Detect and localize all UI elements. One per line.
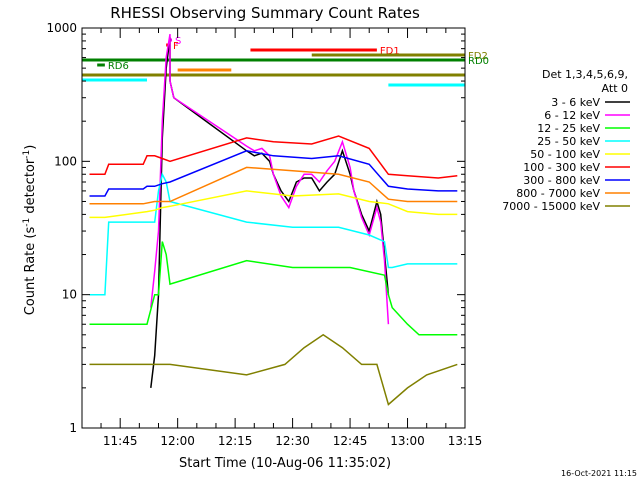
x-tick-label: 13:00 — [390, 434, 425, 448]
plot-background — [82, 28, 465, 428]
x-tick-label: 13:15 — [448, 434, 483, 448]
chart-title: RHESSI Observing Summary Count Rates — [110, 4, 420, 22]
flag-label: RD6 — [108, 61, 129, 72]
x-tick-label: 12:00 — [160, 434, 195, 448]
x-tick-label: 12:15 — [218, 434, 253, 448]
y-axis-label-sup2: -1 — [22, 150, 32, 159]
legend-label: 50 - 100 keV — [530, 148, 600, 161]
x-tick-label: 12:30 — [275, 434, 310, 448]
y-tick-label: 1000 — [46, 21, 77, 35]
series-line — [89, 166, 458, 205]
flag-label: F — [173, 41, 179, 52]
legend-label: 300 - 800 keV — [523, 174, 600, 187]
legend-label: 6 - 12 keV — [544, 109, 600, 122]
flag-label: S — [175, 36, 181, 47]
series-line — [150, 33, 390, 325]
legend-label: 3 - 6 keV — [551, 96, 600, 109]
flag-label: FD2 — [468, 51, 488, 62]
x-axis-label: Start Time (10-Aug-06 11:35:02) — [179, 456, 391, 471]
series-line — [89, 333, 458, 406]
flag-label: FD1 — [380, 46, 400, 57]
legend-label: 25 - 50 keV — [537, 135, 600, 148]
legend-attenuator: Att 0 — [602, 82, 628, 95]
legend-label: 800 - 7000 keV — [516, 187, 600, 200]
generation-timestamp: 16-Oct-2021 11:15 — [561, 469, 637, 478]
y-axis-label: Count Rate (s-1 detector-1) — [22, 145, 38, 316]
series-line — [89, 190, 458, 219]
y-axis-label-mid: detector — [23, 158, 38, 218]
series-line — [89, 241, 458, 336]
series-line — [89, 135, 458, 179]
x-tick-label: 12:45 — [333, 434, 368, 448]
legend-label: 100 - 300 keV — [523, 161, 600, 174]
y-axis-label-end: ) — [23, 145, 38, 150]
legend-label: 12 - 25 keV — [537, 122, 600, 135]
series-line — [89, 150, 458, 197]
x-tick-label: 11:45 — [103, 434, 138, 448]
y-tick-label: 1 — [69, 421, 77, 435]
flag-label: RD0 — [468, 56, 489, 67]
y-axis-label-sup1: -1 — [22, 218, 32, 227]
legend-detectors: Det 1,3,4,5,6,9, — [542, 68, 628, 81]
y-tick-label: 100 — [54, 154, 77, 168]
legend-label: 7000 - 15000 keV — [502, 200, 600, 213]
series-line — [89, 172, 458, 296]
y-axis-label-main: Count Rate (s — [23, 227, 38, 316]
y-tick-label: 10 — [62, 288, 77, 302]
